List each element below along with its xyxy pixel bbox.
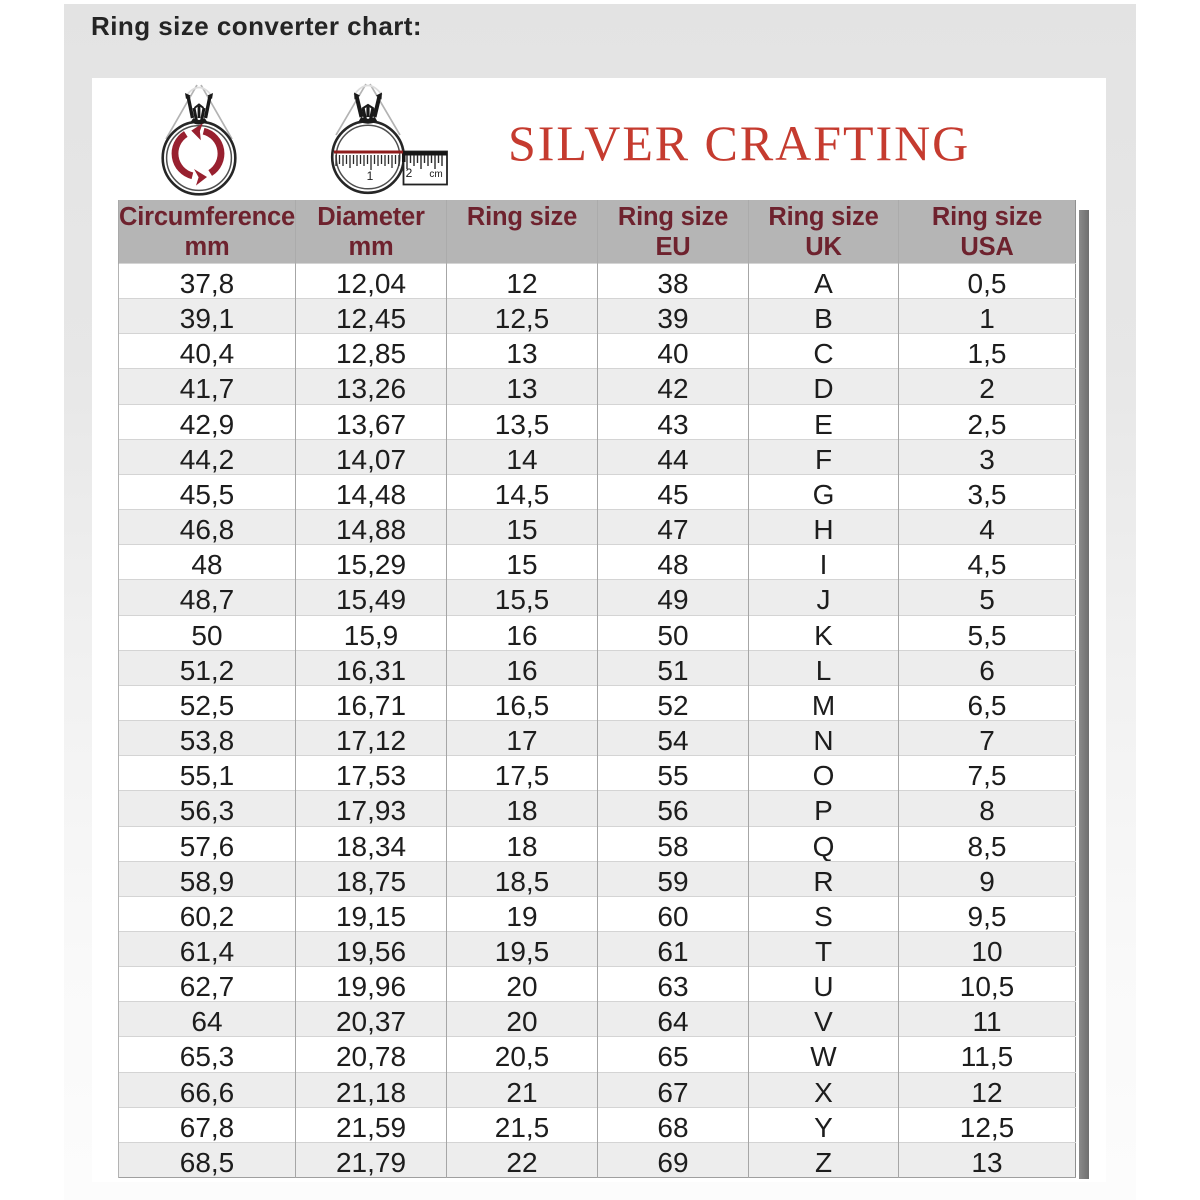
svg-text:2: 2 <box>406 166 413 180</box>
svg-text:cm: cm <box>429 169 442 180</box>
svg-text:1: 1 <box>367 169 374 183</box>
